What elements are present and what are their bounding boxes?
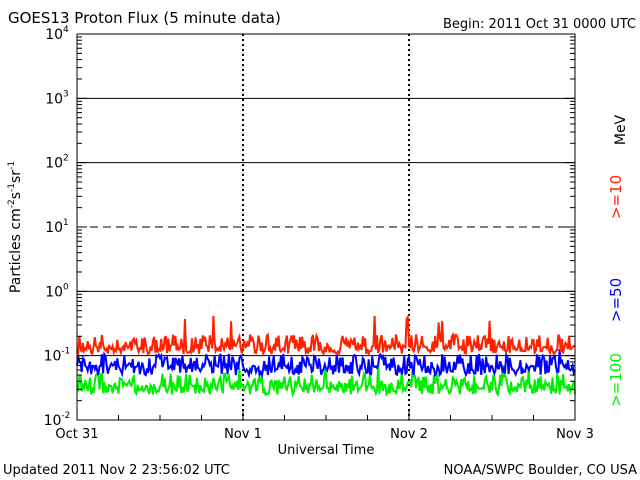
- x-tick-label: Nov 2: [390, 427, 428, 442]
- credit-label: NOAA/SWPC Boulder, CO USA: [444, 463, 637, 478]
- legend-entry-ge50: >=50: [607, 278, 625, 322]
- begin-label: Begin: 2011 Oct 31 0000 UTC: [443, 17, 636, 32]
- plot-area: [76, 33, 576, 421]
- x-tick-label: Nov 3: [556, 427, 594, 442]
- y-tick-label: 104: [45, 25, 69, 43]
- y-tick-label: 10-1: [44, 347, 71, 365]
- series-line-ge50: [76, 349, 576, 379]
- y-axis-label: Particles cm-2s-1sr-1: [7, 161, 24, 293]
- y-tick-label: 101: [45, 218, 69, 236]
- y-tick-label: 102: [45, 154, 69, 172]
- y-tick-label: 100: [45, 282, 69, 300]
- y-tick-label: 10-2: [44, 411, 71, 429]
- unit-label: MeV: [613, 114, 629, 145]
- x-tick-label: Oct 31: [55, 427, 98, 442]
- x-tick-label: Nov 1: [224, 427, 262, 442]
- legend-entry-ge100: >=100: [607, 353, 625, 407]
- y-tick-label: 103: [45, 89, 69, 107]
- legend-entry-ge10: >=10: [607, 175, 625, 219]
- series-line-ge10: [76, 313, 576, 358]
- chart-title: GOES13 Proton Flux (5 minute data): [8, 9, 281, 27]
- updated-label: Updated 2011 Nov 2 23:56:02 UTC: [3, 463, 230, 478]
- series-line-ge100: [76, 364, 576, 398]
- x-axis-label: Universal Time: [278, 443, 375, 458]
